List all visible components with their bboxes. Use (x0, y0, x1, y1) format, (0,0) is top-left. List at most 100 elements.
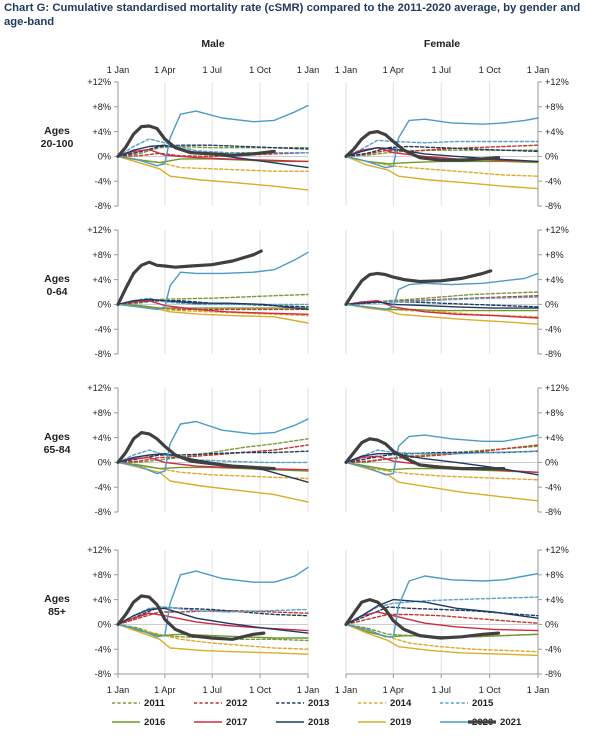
x-tick-top-1-4: 1 Jan (527, 65, 549, 75)
y-tick-label-1: -4% (545, 644, 561, 654)
panel-3-1: -8% -4% 0% +4% +8% +12% (344, 545, 569, 679)
x-tick-bottom-0-0: 1 Jan (107, 685, 129, 695)
panel-0-1: -8% -4% 0% +4% +8% +12% (344, 77, 569, 211)
y-tick-label-0: -8% (545, 349, 561, 359)
series-line-2020 (345, 572, 539, 638)
y-tick-label-0: -8% (95, 669, 111, 679)
series-line-2011 (117, 438, 309, 464)
legend-label-2014: 2014 (390, 698, 412, 709)
x-tick-top-0-0: 1 Jan (107, 65, 129, 75)
y-tick-label-2: 0% (98, 458, 111, 468)
row-label-3: Ages (44, 593, 70, 605)
series-line-2015 (117, 606, 309, 626)
x-tick-bottom-0-1: 1 Apr (154, 685, 175, 695)
y-tick-label-2: 0% (98, 152, 111, 162)
series-line-2016 (345, 461, 539, 473)
y-tick-label-0: -8% (95, 507, 111, 517)
series-line-2014 (345, 623, 539, 653)
y-tick-label-3: +4% (545, 127, 564, 137)
series-line-2013 (117, 144, 309, 158)
series-line-2012 (117, 152, 309, 158)
series-line-2019 (117, 623, 309, 655)
y-tick-label-2: 0% (545, 620, 558, 630)
y-tick-label-1: -4% (545, 324, 561, 334)
series-line-2020 (117, 251, 309, 311)
y-tick-label-1: -4% (95, 644, 111, 654)
series-line-2020 (117, 104, 309, 167)
y-tick-label-4: +8% (92, 570, 111, 580)
y-tick-label-1: -4% (95, 176, 111, 186)
y-tick-label-0: -8% (95, 349, 111, 359)
x-tick-bottom-0-4: 1 Jan (297, 685, 319, 695)
series-line-2021 (116, 124, 276, 158)
legend-label-2016: 2016 (144, 717, 165, 728)
series-line-2020 (117, 418, 309, 475)
y-tick-label-5: +12% (545, 545, 569, 555)
x-tick-bottom-1-3: 1 Oct (479, 685, 501, 695)
y-tick-label-5: +12% (87, 383, 111, 393)
x-tick-bottom-1-1: 1 Apr (383, 685, 404, 695)
series-line-2021 (344, 269, 493, 306)
series-line-2012 (345, 144, 539, 158)
panel-3-0: -8% -4% 0% +4% +8% +12% (87, 545, 309, 679)
row-label-0: Ages (44, 125, 70, 137)
y-tick-label-4: +8% (92, 102, 111, 112)
y-tick-label-3: +4% (545, 275, 564, 285)
y-tick-label-1: -4% (95, 324, 111, 334)
panel-0-0: -8% -4% 0% +4% +8% +12% (87, 77, 309, 211)
series-line-2016 (345, 155, 539, 165)
y-tick-label-2: 0% (98, 300, 111, 310)
series-line-2018 (345, 598, 539, 626)
row-label-1: Ages (44, 273, 70, 285)
y-tick-label-4: +8% (545, 250, 564, 260)
series-line-2016 (117, 155, 309, 164)
series-line-2015 (345, 139, 539, 158)
series-line-2017 (117, 300, 309, 315)
y-tick-label-3: +4% (545, 433, 564, 443)
row-label-sub-0: 20-100 (41, 138, 74, 150)
x-tick-bottom-0-2: 1 Jul (203, 685, 222, 695)
series-line-2018 (345, 301, 539, 309)
chart-title: Chart G: Cumulative standardised mortali… (4, 2, 581, 28)
y-tick-label-0: -8% (545, 507, 561, 517)
series-line-2019 (117, 155, 309, 191)
row-label-2: Ages (44, 431, 70, 443)
series-line-2012 (117, 610, 309, 626)
series-line-2021 (344, 130, 501, 162)
legend-label-2017: 2017 (226, 717, 247, 728)
series-line-2012 (345, 613, 539, 626)
panel-1-1: -8% -4% 0% +4% +8% +12% (344, 225, 569, 359)
y-tick-label-3: +4% (92, 433, 111, 443)
series-line-2013 (117, 606, 309, 626)
series-line-2018 (117, 607, 309, 634)
series-line-2019 (345, 461, 539, 502)
legend-label-2019: 2019 (390, 717, 411, 728)
series-line-2014 (117, 461, 309, 480)
panel-1-0: -8% -4% 0% +4% +8% +12% (87, 225, 309, 359)
series-line-2014 (345, 461, 539, 481)
series-line-2011 (117, 623, 309, 642)
y-tick-label-0: -8% (545, 201, 561, 211)
y-tick-label-3: +4% (92, 127, 111, 137)
panel-2-1: -8% -4% 0% +4% +8% +12% (344, 383, 569, 517)
y-tick-label-4: +8% (545, 408, 564, 418)
series-line-2021 (116, 594, 266, 641)
x-tick-top-0-3: 1 Oct (249, 65, 271, 75)
series-line-2017 (345, 611, 539, 632)
legend-label-2012: 2012 (226, 698, 247, 709)
y-tick-label-1: -4% (95, 482, 111, 492)
series-line-2019 (345, 155, 539, 190)
y-tick-label-5: +12% (545, 225, 569, 235)
column-header-male: Male (201, 38, 225, 50)
x-tick-top-0-2: 1 Jul (203, 65, 222, 75)
y-tick-label-2: 0% (98, 620, 111, 630)
y-tick-label-5: +12% (545, 77, 569, 87)
series-line-2013 (345, 145, 539, 158)
series-line-2019 (345, 303, 539, 325)
series-line-2020 (345, 117, 539, 169)
y-tick-label-1: -4% (545, 176, 561, 186)
y-tick-label-4: +8% (92, 250, 111, 260)
x-tick-top-0-1: 1 Apr (154, 65, 175, 75)
